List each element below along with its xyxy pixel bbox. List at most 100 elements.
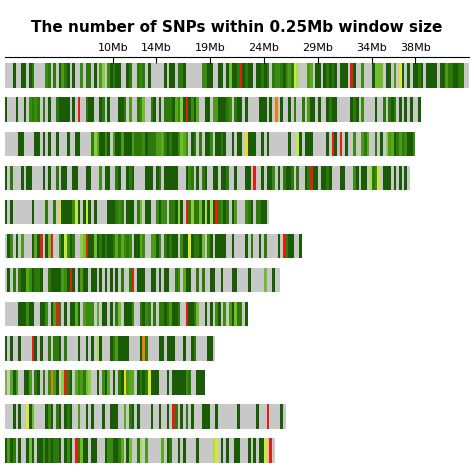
Bar xyxy=(78,200,81,224)
Bar xyxy=(108,131,110,156)
Bar xyxy=(126,234,129,258)
Bar xyxy=(143,131,145,156)
Bar xyxy=(315,165,318,190)
Bar xyxy=(113,404,116,428)
Bar xyxy=(29,64,32,88)
Bar xyxy=(213,268,215,292)
Bar xyxy=(175,234,178,258)
Bar xyxy=(205,404,207,428)
Bar xyxy=(178,98,180,122)
Bar xyxy=(5,64,469,88)
Bar xyxy=(121,234,124,258)
Bar xyxy=(129,131,132,156)
Bar xyxy=(194,98,197,122)
Bar xyxy=(283,165,286,190)
Bar xyxy=(215,131,218,156)
Bar xyxy=(8,438,10,463)
Bar xyxy=(323,64,326,88)
Bar xyxy=(83,200,86,224)
Bar xyxy=(5,268,280,292)
Bar xyxy=(213,98,215,122)
Bar xyxy=(116,131,118,156)
Bar xyxy=(210,234,213,258)
Bar xyxy=(59,438,62,463)
Bar xyxy=(283,64,286,88)
Bar xyxy=(234,200,237,224)
Bar xyxy=(35,131,37,156)
Bar xyxy=(226,98,229,122)
Bar xyxy=(361,131,364,156)
Bar xyxy=(350,98,353,122)
Bar xyxy=(167,336,170,361)
Bar xyxy=(353,98,356,122)
Bar xyxy=(137,234,140,258)
Bar xyxy=(45,200,48,224)
Bar xyxy=(5,165,8,190)
Bar xyxy=(108,200,110,224)
Bar xyxy=(108,64,110,88)
Bar xyxy=(180,234,183,258)
Bar xyxy=(156,234,159,258)
Bar xyxy=(323,165,326,190)
Bar xyxy=(27,268,29,292)
Bar xyxy=(153,268,156,292)
Bar xyxy=(183,336,186,361)
Bar xyxy=(167,370,170,395)
Bar xyxy=(67,370,70,395)
Bar xyxy=(377,165,380,190)
Bar xyxy=(78,438,81,463)
Bar xyxy=(272,165,275,190)
Bar xyxy=(175,131,178,156)
Bar xyxy=(89,200,91,224)
Bar xyxy=(81,438,83,463)
Bar xyxy=(86,268,89,292)
Bar xyxy=(72,268,75,292)
Bar xyxy=(393,131,396,156)
Bar xyxy=(10,234,13,258)
Bar xyxy=(248,438,250,463)
Bar xyxy=(288,234,291,258)
Bar xyxy=(27,404,29,428)
Bar xyxy=(264,64,267,88)
Bar xyxy=(70,302,72,327)
Bar xyxy=(164,234,167,258)
Bar xyxy=(237,64,240,88)
Bar xyxy=(202,64,205,88)
Bar xyxy=(72,64,75,88)
Bar xyxy=(110,200,113,224)
Bar xyxy=(97,131,99,156)
Bar xyxy=(326,165,329,190)
Bar xyxy=(59,98,62,122)
Bar xyxy=(102,234,105,258)
Bar xyxy=(261,200,264,224)
Bar xyxy=(102,64,105,88)
Bar xyxy=(164,131,167,156)
Bar xyxy=(21,64,24,88)
Bar xyxy=(129,64,132,88)
Bar xyxy=(240,98,242,122)
Bar xyxy=(37,234,40,258)
Bar xyxy=(296,131,299,156)
Bar xyxy=(140,64,143,88)
Bar xyxy=(10,165,13,190)
Bar xyxy=(48,438,51,463)
Bar xyxy=(126,165,129,190)
Bar xyxy=(99,64,102,88)
Bar xyxy=(213,165,215,190)
Bar xyxy=(399,98,402,122)
Bar xyxy=(62,234,64,258)
Bar xyxy=(134,234,137,258)
Bar xyxy=(229,302,232,327)
Bar xyxy=(248,64,250,88)
Bar xyxy=(261,165,264,190)
Bar xyxy=(64,268,67,292)
Bar xyxy=(148,200,151,224)
Bar xyxy=(445,64,447,88)
Bar xyxy=(8,268,10,292)
Bar xyxy=(286,234,288,258)
Bar xyxy=(450,64,453,88)
Bar xyxy=(250,234,253,258)
Bar xyxy=(113,370,116,395)
Bar xyxy=(180,404,183,428)
Bar xyxy=(234,98,237,122)
